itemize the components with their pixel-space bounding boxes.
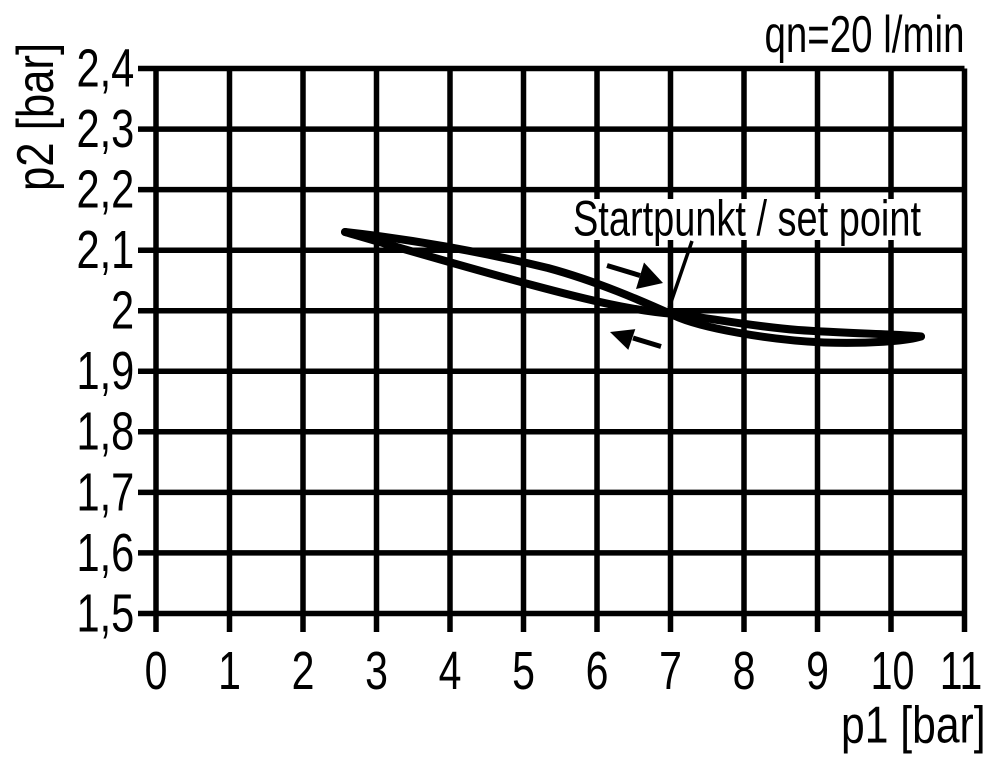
svg-text:7: 7 <box>659 642 682 702</box>
svg-text:0: 0 <box>145 642 168 702</box>
svg-text:p1 [bar]: p1 [bar] <box>841 697 986 755</box>
svg-text:1,5: 1,5 <box>77 583 135 644</box>
svg-text:5: 5 <box>512 642 535 702</box>
svg-text:8: 8 <box>733 642 756 702</box>
svg-text:3: 3 <box>365 642 388 702</box>
svg-text:Startpunkt / set point: Startpunkt / set point <box>573 192 921 247</box>
svg-text:2: 2 <box>292 642 315 702</box>
svg-text:2,4: 2,4 <box>77 38 135 99</box>
svg-text:qn=20 l/min: qn=20 l/min <box>765 5 965 63</box>
svg-text:1,6: 1,6 <box>77 523 135 584</box>
svg-text:10: 10 <box>871 641 915 702</box>
svg-text:1,8: 1,8 <box>77 402 135 463</box>
svg-text:1: 1 <box>218 642 241 702</box>
svg-text:11: 11 <box>940 642 983 702</box>
svg-text:2,3: 2,3 <box>77 99 135 160</box>
svg-text:1,9: 1,9 <box>77 341 135 402</box>
svg-text:2: 2 <box>111 280 134 341</box>
svg-text:p2 [bar]: p2 [bar] <box>8 43 65 191</box>
svg-text:1,7: 1,7 <box>77 462 135 523</box>
svg-text:6: 6 <box>586 642 609 702</box>
svg-text:2,1: 2,1 <box>77 220 135 281</box>
svg-text:2,2: 2,2 <box>77 159 135 220</box>
svg-text:9: 9 <box>806 642 829 702</box>
svg-text:4: 4 <box>439 642 462 702</box>
